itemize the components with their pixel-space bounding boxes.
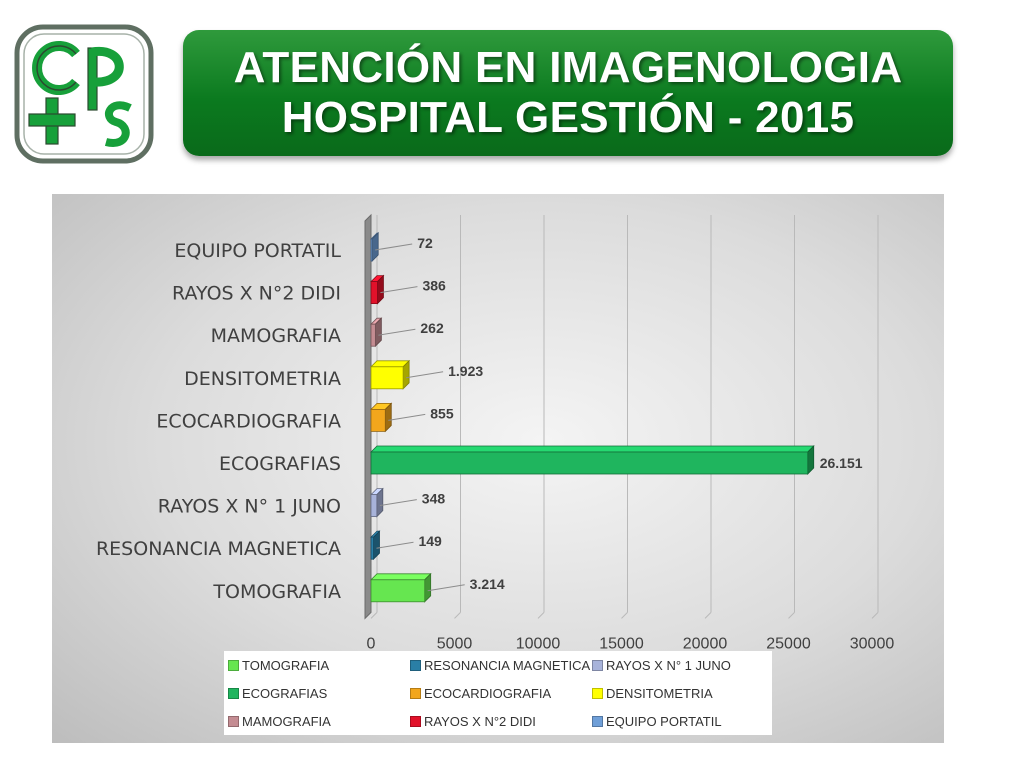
x-tick-label: 20000 [683, 635, 728, 652]
legend-item: ECOCARDIOGRAFIA [406, 679, 588, 707]
legend-item: TOMOGRAFIA [224, 651, 406, 679]
legend-swatch [592, 715, 603, 727]
legend-label: ECOCARDIOGRAFIA [424, 685, 552, 701]
legend-label: TOMOGRAFIA [242, 657, 330, 673]
legend-swatch [228, 715, 239, 727]
chart-legend: TOMOGRAFIA RESONANCIA MAGNETICA RAYOS X N°… [224, 651, 772, 735]
data-label: 26.151 [820, 455, 863, 471]
chart-panel: 0 5000 10000 15000 20000 25000 30000 EQUIPO POR… [52, 194, 944, 743]
legend-item: MAMOGRAFIA [224, 707, 406, 735]
x-tick-label: 5000 [437, 635, 473, 652]
category-label: RESONANCIA MAGNETICA [96, 538, 341, 560]
data-label-leader [379, 499, 417, 507]
legend-swatch [592, 687, 603, 699]
category-label: RAYOS X N° 1 JUNO [158, 496, 341, 518]
legend-item: RAYOS X N° 1 JUNO [588, 651, 772, 679]
category-label: RAYOS X N°2 DIDI [172, 283, 341, 305]
bar-top [370, 573, 432, 581]
data-label: 3.214 [470, 576, 505, 592]
x-tick-label: 25000 [766, 635, 811, 652]
data-label: 348 [422, 491, 446, 507]
data-label-leader [406, 371, 444, 379]
bar-chart: 0 5000 10000 15000 20000 25000 30000 EQUIPO POR… [96, 213, 895, 652]
legend-swatch [410, 715, 421, 727]
legend-swatch [410, 659, 421, 671]
legend-label: ECOGRAFIAS [242, 685, 328, 701]
legend-item: EQUIPO PORTATIL [588, 707, 772, 735]
bar-top [370, 360, 411, 368]
category-label: MAMOGRAFIA [211, 325, 341, 347]
cps-logo [14, 24, 154, 164]
bar [370, 323, 376, 347]
data-label: 262 [420, 320, 444, 336]
category-label: DENSITOMETRIA [184, 368, 341, 390]
category-label: ECOGRAFIAS [219, 453, 341, 475]
legend-item: DENSITOMETRIA [588, 679, 772, 707]
bar [370, 366, 404, 390]
data-label: 386 [422, 278, 446, 294]
x-gridline-foot [871, 612, 879, 619]
data-label: 855 [430, 405, 454, 421]
data-label-leader [376, 541, 414, 549]
legend-item: RAYOS X N°2 DIDI [406, 707, 588, 735]
bar [370, 451, 809, 475]
legend-label: MAMOGRAFIA [242, 713, 331, 729]
legend-item: RESONANCIA MAGNETICA [406, 651, 591, 679]
data-label: 72 [417, 235, 433, 251]
bar [370, 536, 374, 560]
title-banner: ATENCIÓN EN IMAGENOLOGIA HOSPITAL GESTIÓ… [183, 30, 953, 156]
bar [370, 579, 426, 603]
data-label-leader [375, 243, 413, 251]
data-label: 149 [418, 533, 442, 549]
legend-label: RAYOS X N° 1 JUNO [606, 657, 731, 673]
bar [370, 281, 378, 304]
category-label: ECOCARDIOGRAFIA [156, 410, 341, 432]
title-line-1: ATENCIÓN EN IMAGENOLOGIA [233, 43, 903, 92]
data-label-leader [380, 286, 418, 294]
x-tick-label: 0 [367, 635, 376, 652]
x-tick-label: 10000 [516, 635, 561, 652]
legend-label: DENSITOMETRIA [606, 685, 713, 701]
data-label-leader [427, 584, 465, 592]
category-label: TOMOGRAFIA [212, 581, 341, 603]
data-label-leader [378, 328, 416, 336]
legend-label: EQUIPO PORTATIL [606, 713, 722, 729]
bar [370, 494, 378, 518]
legend-label: RAYOS X N°2 DIDI [424, 713, 536, 729]
x-gridline-foot [454, 612, 461, 619]
x-gridline-foot [370, 612, 378, 619]
data-label-leader [388, 413, 426, 421]
legend-swatch [228, 687, 239, 699]
bar [370, 238, 373, 262]
legend-swatch [410, 687, 421, 699]
x-gridline-foot [704, 612, 712, 619]
legend-swatch [228, 659, 239, 671]
x-tick-label: 15000 [599, 635, 644, 652]
legend-swatch [592, 659, 603, 671]
data-label: 1.923 [448, 363, 483, 379]
x-gridline-foot [621, 612, 628, 619]
legend-item: ECOGRAFIAS [224, 679, 406, 707]
legend-label: RESONANCIA MAGNETICA [424, 657, 591, 673]
title-line-2: HOSPITAL GESTIÓN - 2015 [281, 93, 855, 142]
bar [370, 408, 386, 432]
category-label: EQUIPO PORTATIL [174, 240, 341, 262]
x-gridline-foot [537, 612, 545, 619]
x-tick-label: 30000 [850, 635, 895, 652]
x-gridline-foot [788, 612, 795, 619]
chart-side-wall [364, 213, 372, 620]
bar-top [370, 445, 815, 453]
